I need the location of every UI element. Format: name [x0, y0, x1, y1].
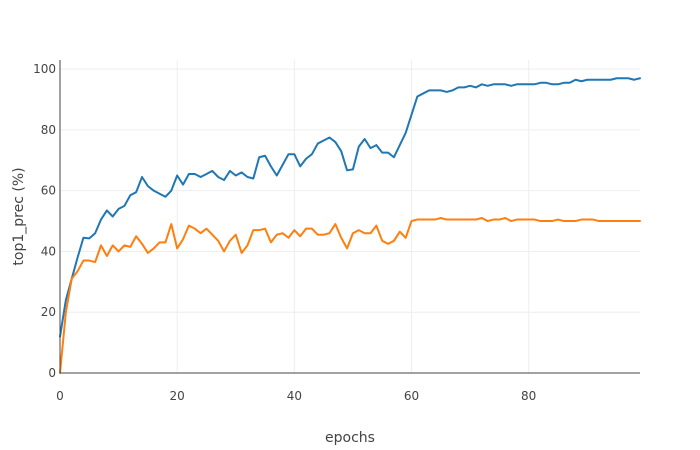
x-tick-label: 40 [287, 389, 302, 403]
series-line-2 [59, 217, 641, 374]
y-tick-label: 100 [33, 62, 56, 76]
y-tick-label: 20 [41, 305, 56, 319]
series-layer [59, 77, 641, 374]
y-tick-label: 40 [41, 244, 56, 258]
y-tick-label: 60 [41, 184, 56, 198]
tick-layer: 0 20 40 60 80 100 0 20 40 60 80 [33, 62, 536, 403]
y-tick-label: 0 [48, 366, 56, 380]
x-tick-label: 20 [170, 389, 185, 403]
grid-layer [60, 60, 640, 373]
axis-layer [59, 60, 640, 374]
series-line-1 [59, 77, 641, 338]
y-axis-title: top1_prec (%) [11, 167, 27, 265]
y-tick-label: 80 [41, 123, 56, 137]
x-tick-label: 0 [56, 389, 64, 403]
x-axis-title: epochs [325, 430, 375, 446]
x-tick-label: 80 [521, 389, 536, 403]
x-tick-label: 60 [404, 389, 419, 403]
